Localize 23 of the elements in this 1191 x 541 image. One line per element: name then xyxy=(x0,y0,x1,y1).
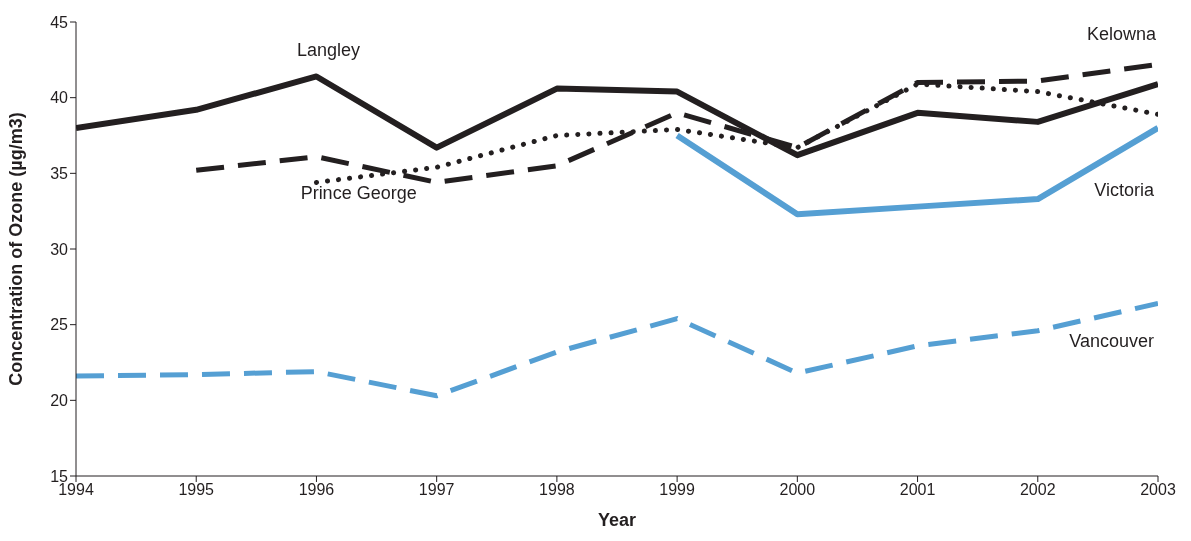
x-tick-label: 1995 xyxy=(178,481,215,499)
series-label: Victoria xyxy=(1094,179,1155,200)
x-tick-label: 2001 xyxy=(899,481,936,499)
y-tick-label: 20 xyxy=(50,392,69,410)
x-tick-label: 2002 xyxy=(1019,481,1056,499)
x-tick-label: 2000 xyxy=(779,481,816,499)
x-tick-label: 1999 xyxy=(659,481,696,499)
series-label: Kelowna xyxy=(1086,24,1157,45)
y-tick-label: 45 xyxy=(50,13,69,31)
y-tick-label: 35 xyxy=(50,165,69,183)
y-axis-title: Concentration of Ozone (µg/m3) xyxy=(6,112,27,386)
y-tick-label: 25 xyxy=(50,316,69,334)
x-tick-label: 2003 xyxy=(1140,481,1176,499)
y-tick-label: 30 xyxy=(50,240,69,258)
x-tick-label: 1996 xyxy=(298,481,335,499)
x-tick-label: 1994 xyxy=(58,481,94,499)
x-tick-label: 1997 xyxy=(418,481,455,499)
x-tick-label: 1998 xyxy=(539,481,575,499)
x-axis-title: Year xyxy=(597,510,637,530)
series-label: Prince George xyxy=(300,183,417,204)
y-tick-label: 40 xyxy=(50,89,69,107)
series-label: Langley xyxy=(296,40,360,61)
series-label: Vancouver xyxy=(1069,331,1154,352)
